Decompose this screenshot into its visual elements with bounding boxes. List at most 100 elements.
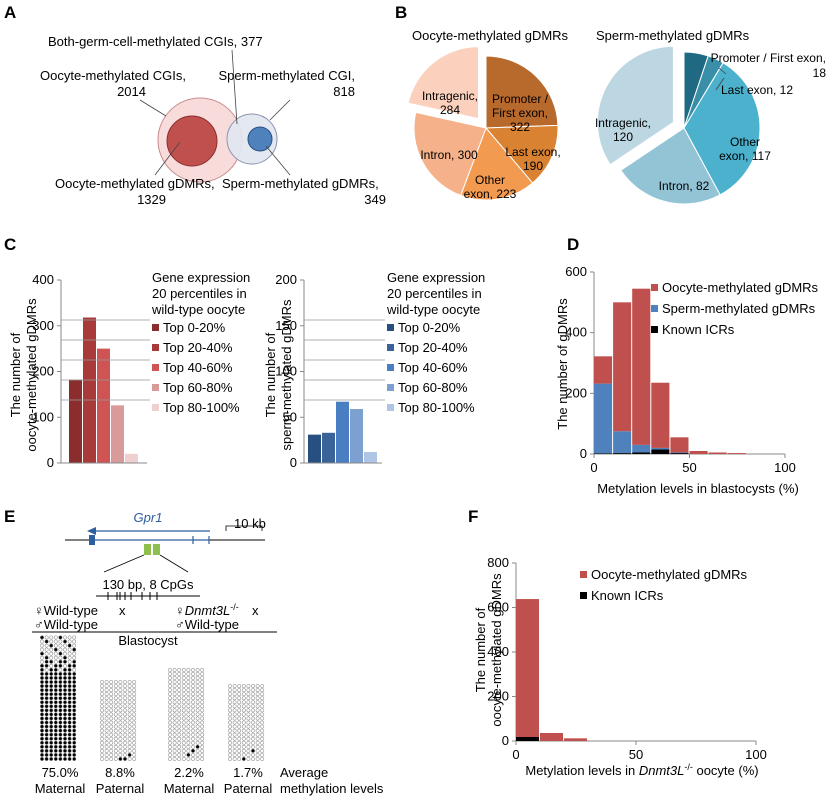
label-sperm-cgi-2: 818 xyxy=(333,84,355,99)
e-cpg-dot-col1-r19-c8 xyxy=(72,708,77,713)
e-cpg-dot-col4-r14-c7 xyxy=(255,736,260,741)
pie-sperm-label-other-2: exon, 117 xyxy=(719,149,771,163)
c-sperm-legend-label-5: Top 80-100% xyxy=(398,400,475,415)
e-cpg-dot-col4-r10-c4 xyxy=(241,720,246,725)
e-cpg-dot-col2-r19-c2 xyxy=(104,752,109,757)
e-cpg-dot-col1-r19-c5 xyxy=(58,708,63,713)
e-cpg-dot-col3-r9-c4 xyxy=(181,700,186,705)
e-cpg-dot-col4-r1-c8 xyxy=(260,684,265,689)
e-cpg-dot-col2-r15-c5 xyxy=(118,736,123,741)
f-chart-bar-oocyte-methylated-gdmrs-3 xyxy=(564,738,587,741)
c-oocyte-ytick-label-400: 400 xyxy=(32,272,54,287)
e-cpg-dot-col2-r15-c1 xyxy=(100,736,104,741)
e-cpg-dot-col1-r29-c2 xyxy=(44,748,49,753)
e-cpg-dot-col2-r7-c6 xyxy=(123,704,127,709)
e-cpg-dot-col4-r3-c1 xyxy=(228,692,232,697)
e-cpg-dot-col1-r24-c3 xyxy=(49,728,54,733)
e-cpg-dot-col1-r9-c5 xyxy=(58,667,63,672)
e-cpg-dot-col3-r3-c2 xyxy=(172,676,177,680)
pie-sperm-label-promoter-1: Promoter / First exon, xyxy=(711,51,826,65)
e-cpg-dot-col2-r15-c8 xyxy=(132,736,137,741)
e-cpg-dot-col3-r14-c6 xyxy=(191,720,195,725)
e-cpg-dot-col3-r2-c6 xyxy=(191,671,195,676)
e-cpg-dot-col1-r17-c5 xyxy=(58,700,63,705)
e-cpg-dot-col3-r12-c7 xyxy=(195,712,200,717)
e-cpg-dot-col1-r26-c3 xyxy=(49,736,54,741)
e-cpg-dot-col2-r12-c7 xyxy=(127,724,132,729)
e-cpg-dot-col4-r16-c3 xyxy=(237,744,242,749)
e-cpg-dot-col4-r13-c8 xyxy=(260,732,265,737)
e-cpg-dot-col1-r3-c6 xyxy=(63,643,67,648)
e-cpg-dot-col4-r16-c8 xyxy=(260,744,265,749)
e-cpg-dot-col2-r19-c5 xyxy=(118,752,123,757)
e-cpg-dot-col3-r17-c4 xyxy=(181,732,186,737)
e-cpg-dot-col1-r22-c5 xyxy=(58,720,63,725)
e-cpg-dot-col4-r15-c5 xyxy=(246,740,251,745)
e-cpg-dot-col3-r8-c7 xyxy=(195,696,200,701)
e-cpg-dot-col1-r26-c1 xyxy=(40,736,44,741)
e-col1-percent: 75.0% xyxy=(42,765,79,780)
e-cpg-dot-col3-r23-c3 xyxy=(177,757,182,761)
d-legend-label-3: Known ICRs xyxy=(662,322,735,337)
e-cpg-dot-col4-r16-c4 xyxy=(241,744,246,749)
e-cpg-dot-col2-r13-c8 xyxy=(132,728,137,733)
e-cpg-dot-col1-r3-c3 xyxy=(49,643,54,648)
e-cpg-dot-col1-r15-c7 xyxy=(67,692,72,697)
e-cpg-dot-col1-r11-c2 xyxy=(44,676,49,680)
e-cpg-dot-col4-r4-c5 xyxy=(246,696,251,701)
e-cpg-dot-col3-r22-c2 xyxy=(172,752,177,757)
e-cpg-dot-col1-r21-c3 xyxy=(49,716,54,721)
e-cpg-dot-col2-r1-c3 xyxy=(109,680,114,684)
e-cpg-dot-col1-r31-c1 xyxy=(40,757,44,761)
e-cpg-dot-col3-r16-c8 xyxy=(200,728,205,733)
f-legend-label-2: Known ICRs xyxy=(591,588,664,603)
e-cpg-dot-col1-r13-c8 xyxy=(72,684,77,689)
e-cpg-dot-col4-r1-c7 xyxy=(255,684,260,689)
e-cpg-dot-col3-r18-c1 xyxy=(168,736,172,741)
c-oocyte-legend-swatch-2 xyxy=(152,344,159,351)
e-cpg-dot-col2-r7-c5 xyxy=(118,704,123,709)
leader-sperm-last xyxy=(715,77,725,91)
e-cpg-dot-col1-r26-c5 xyxy=(58,736,63,741)
e-cpg-dot-col4-r8-c8 xyxy=(260,712,265,717)
e-cpg-dot-col1-r30-c7 xyxy=(67,752,72,757)
e-cpg-dot-col4-r17-c7 xyxy=(255,748,260,753)
e-cpg-dot-col3-r19-c5 xyxy=(186,740,191,745)
e-cpg-dot-col3-r3-c7 xyxy=(195,676,200,680)
e-cpg-dot-col2-r8-c4 xyxy=(113,708,118,713)
e-cpg-dot-col4-r5-c7 xyxy=(255,700,260,705)
e-cpg-dot-col2-r1-c8 xyxy=(132,680,137,684)
e-cpg-dot-col3-r2-c1 xyxy=(168,671,172,676)
e-cpg-dot-col3-r4-c8 xyxy=(200,680,205,684)
e-cpg-dot-col3-r4-c7 xyxy=(195,680,200,684)
e-cpg-dot-col2-r20-c4 xyxy=(113,757,118,761)
e-cpg-dot-col1-r27-c4 xyxy=(53,740,58,745)
e-cpg-dot-col1-r16-c6 xyxy=(63,696,67,701)
pie-oocyte-label-promoter-3: 322 xyxy=(510,120,530,134)
e-cross2-male: ♂Wild-type xyxy=(175,617,239,632)
e-cpg-dot-col1-r9-c2 xyxy=(44,667,49,672)
e-cpg-dot-col3-r21-c6 xyxy=(191,748,195,753)
e-cpg-dot-col1-r18-c1 xyxy=(40,704,44,709)
e-cpg-dot-col1-r27-c7 xyxy=(67,740,72,745)
e-cpg-dot-col2-r19-c8 xyxy=(132,752,137,757)
e-cpg-dot-col2-r17-c1 xyxy=(100,744,104,749)
e-cpg-dot-col4-r1-c2 xyxy=(232,684,237,689)
e-cpg-dot-col4-r5-c5 xyxy=(246,700,251,705)
e-cpg-dot-col4-r7-c3 xyxy=(237,708,242,713)
e-cpg-dot-col2-r1-c7 xyxy=(127,680,132,684)
e-cpg-dot-col4-r7-c7 xyxy=(255,708,260,713)
panel-c-letter: C xyxy=(4,235,16,254)
e-cpg-dot-col3-r17-c3 xyxy=(177,732,182,737)
e-cpg-dot-col3-r10-c1 xyxy=(168,704,172,709)
e-cpg-dot-col4-r14-c2 xyxy=(232,736,237,741)
e-cpg-dot-col2-r2-c7 xyxy=(127,684,132,689)
pie-oocyte-title: Oocyte-methylated gDMRs xyxy=(412,28,569,43)
e-cpg-dot-col2-r7-c8 xyxy=(132,704,137,709)
e-cpg-dot-col4-r2-c4 xyxy=(241,688,246,693)
e-cpg-dot-col2-r12-c1 xyxy=(100,724,104,729)
e-cpg-dot-col2-r18-c2 xyxy=(104,748,109,753)
e-cpg-dot-col2-r1-c2 xyxy=(104,680,109,684)
e-cpg-dot-col2-r9-c1 xyxy=(100,712,104,717)
